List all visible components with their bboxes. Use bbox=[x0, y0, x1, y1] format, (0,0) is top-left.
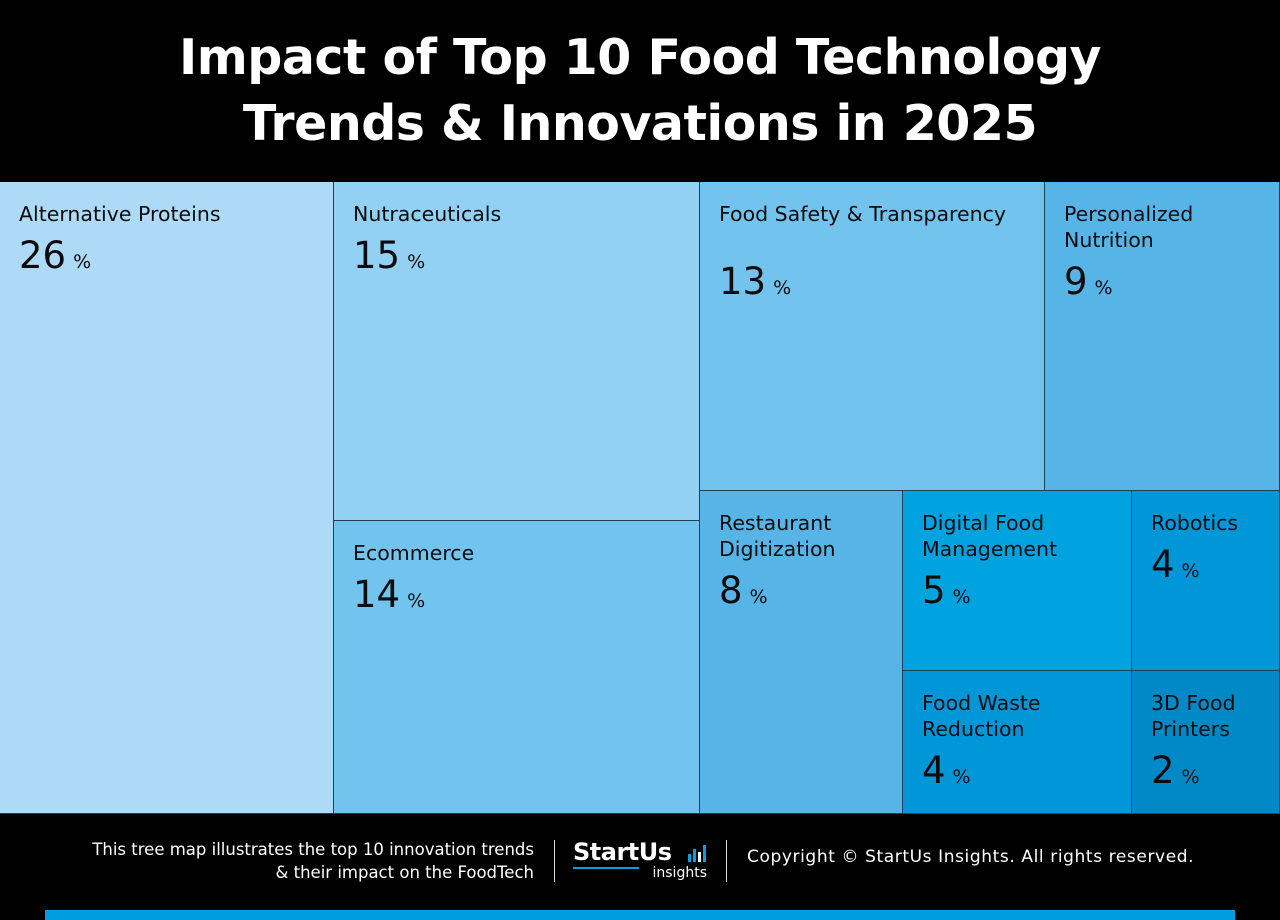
tile-value-unit: % bbox=[952, 766, 971, 788]
treemap-tile-nutraceuticals: Nutraceuticals 15% bbox=[334, 182, 700, 521]
tile-value-number: 9 bbox=[1064, 260, 1088, 303]
tile-label: Food Waste Reduction bbox=[922, 691, 1041, 741]
tile-label: Nutraceuticals bbox=[353, 202, 502, 226]
tile-value: 9% bbox=[1064, 260, 1113, 303]
tile-label: Ecommerce bbox=[353, 541, 475, 565]
treemap-tile-personalized-nutrition: Personalized Nutrition 9% bbox=[1045, 182, 1280, 491]
tile-label: Food Safety & Transparency bbox=[719, 202, 1006, 226]
tile-label: Alternative Proteins bbox=[19, 202, 221, 226]
tile-value-number: 15 bbox=[353, 234, 401, 277]
tile-value-unit: % bbox=[1094, 277, 1113, 299]
tile-value-number: 4 bbox=[1151, 543, 1175, 586]
logo-wordmark: StartUs bbox=[573, 838, 672, 866]
tile-value-unit: % bbox=[952, 586, 971, 608]
tile-value: 26% bbox=[19, 234, 91, 277]
footer-description-line-1: This tree map illustrates the top 10 inn… bbox=[92, 840, 534, 859]
tile-value-unit: % bbox=[73, 251, 92, 273]
treemap-tile-restaurant-digitization: Restaurant Digitization 8% bbox=[700, 491, 903, 814]
tile-value-unit: % bbox=[1181, 766, 1200, 788]
tile-value-number: 2 bbox=[1151, 749, 1175, 792]
tile-value-number: 8 bbox=[719, 569, 743, 612]
footer-description-line-2: & their impact on the FoodTech bbox=[275, 863, 534, 882]
tile-value-unit: % bbox=[1181, 560, 1200, 582]
treemap-tile-food-safety-and-transparency: Food Safety & Transparency 13% bbox=[700, 182, 1045, 491]
tile-value: 14% bbox=[353, 573, 425, 616]
tile-value-unit: % bbox=[749, 586, 768, 608]
tile-value-number: 5 bbox=[922, 569, 946, 612]
tile-value-number: 13 bbox=[719, 260, 767, 303]
copyright-notice: Copyright © StartUs Insights. All rights… bbox=[747, 847, 1195, 867]
logo-subtext: insights bbox=[652, 865, 708, 881]
startus-insights-logo: StartUs insights bbox=[573, 838, 713, 886]
tile-value: 8% bbox=[719, 569, 768, 612]
tile-value-number: 26 bbox=[19, 234, 67, 277]
treemap-tile-ecommerce: Ecommerce 14% bbox=[334, 521, 700, 814]
chart-title-line-2: Trends & Innovations in 2025 bbox=[242, 95, 1038, 152]
tile-value-unit: % bbox=[407, 590, 426, 612]
footer-divider-left bbox=[554, 840, 555, 882]
tile-label: Robotics bbox=[1151, 511, 1239, 535]
tile-value: 5% bbox=[922, 569, 971, 612]
treemap-tile-3d-food-printers: 3D Food Printers 2% bbox=[1132, 671, 1280, 814]
tile-value: 4% bbox=[1151, 543, 1200, 586]
tile-value: 4% bbox=[922, 749, 971, 792]
footer-divider-right bbox=[726, 840, 727, 882]
tile-value: 15% bbox=[353, 234, 425, 277]
tile-label: Digital Food Management bbox=[922, 511, 1058, 561]
tile-value-unit: % bbox=[773, 277, 792, 299]
treemap-tile-robotics: Robotics 4% bbox=[1132, 491, 1280, 671]
accent-bar bbox=[45, 910, 1235, 920]
chart-header: Impact of Top 10 Food Technology Trends … bbox=[0, 0, 1280, 182]
tile-label: 3D Food Printers bbox=[1151, 691, 1236, 741]
tile-value-number: 4 bbox=[922, 749, 946, 792]
tile-value: 13% bbox=[719, 260, 791, 303]
chart-title-line-1: Impact of Top 10 Food Technology bbox=[178, 29, 1102, 86]
tile-value-number: 14 bbox=[353, 573, 401, 616]
treemap-chart: Alternative Proteins 26% Nutraceuticals 15%… bbox=[0, 182, 1280, 814]
tile-value-unit: % bbox=[407, 251, 426, 273]
bar-chart-icon bbox=[688, 845, 706, 862]
tile-label: Personalized Nutrition bbox=[1064, 202, 1194, 252]
footer-description: This tree map illustrates the top 10 inn… bbox=[14, 838, 534, 884]
tile-label: Restaurant Digitization bbox=[719, 511, 836, 561]
footer: This tree map illustrates the top 10 inn… bbox=[0, 814, 1280, 910]
treemap-tile-alternative-proteins: Alternative Proteins 26% bbox=[0, 182, 334, 814]
tile-value: 2% bbox=[1151, 749, 1200, 792]
treemap-tile-food-waste-reduction: Food Waste Reduction 4% bbox=[903, 671, 1132, 814]
treemap-tile-digital-food-management: Digital Food Management 5% bbox=[903, 491, 1132, 671]
logo-underline bbox=[573, 867, 639, 869]
